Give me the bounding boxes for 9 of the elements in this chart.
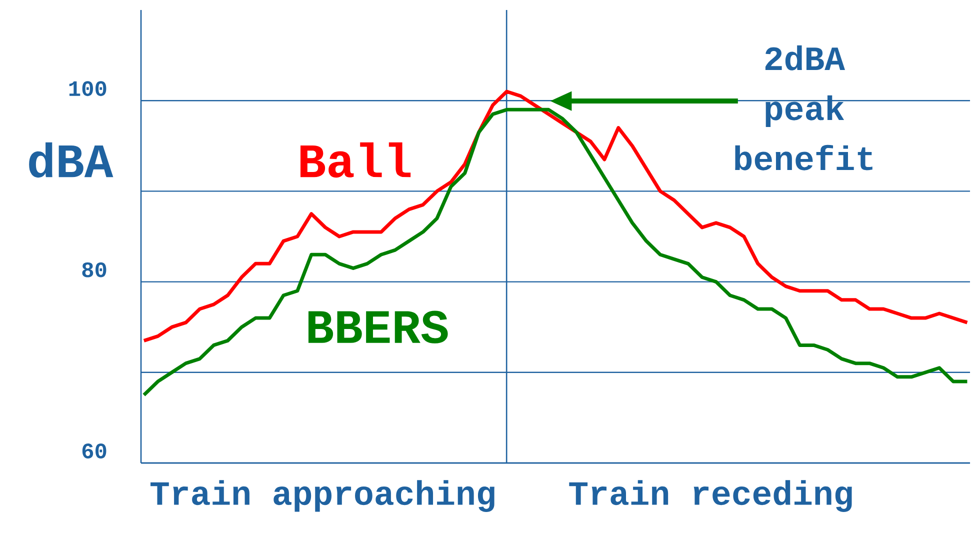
y-tick-label: 60 bbox=[82, 444, 106, 458]
text: Train receding bbox=[569, 480, 852, 512]
annotation: 2dBA peak benefit bbox=[735, 45, 872, 170]
text: Train approaching bbox=[150, 480, 494, 512]
series-label: Ball bbox=[300, 142, 411, 178]
series-label: BBERS bbox=[308, 310, 448, 344]
y-axis-title: dBA bbox=[29, 142, 114, 178]
y-tick-label: 100 bbox=[69, 81, 106, 96]
y-tick-label: 80 bbox=[82, 262, 106, 278]
